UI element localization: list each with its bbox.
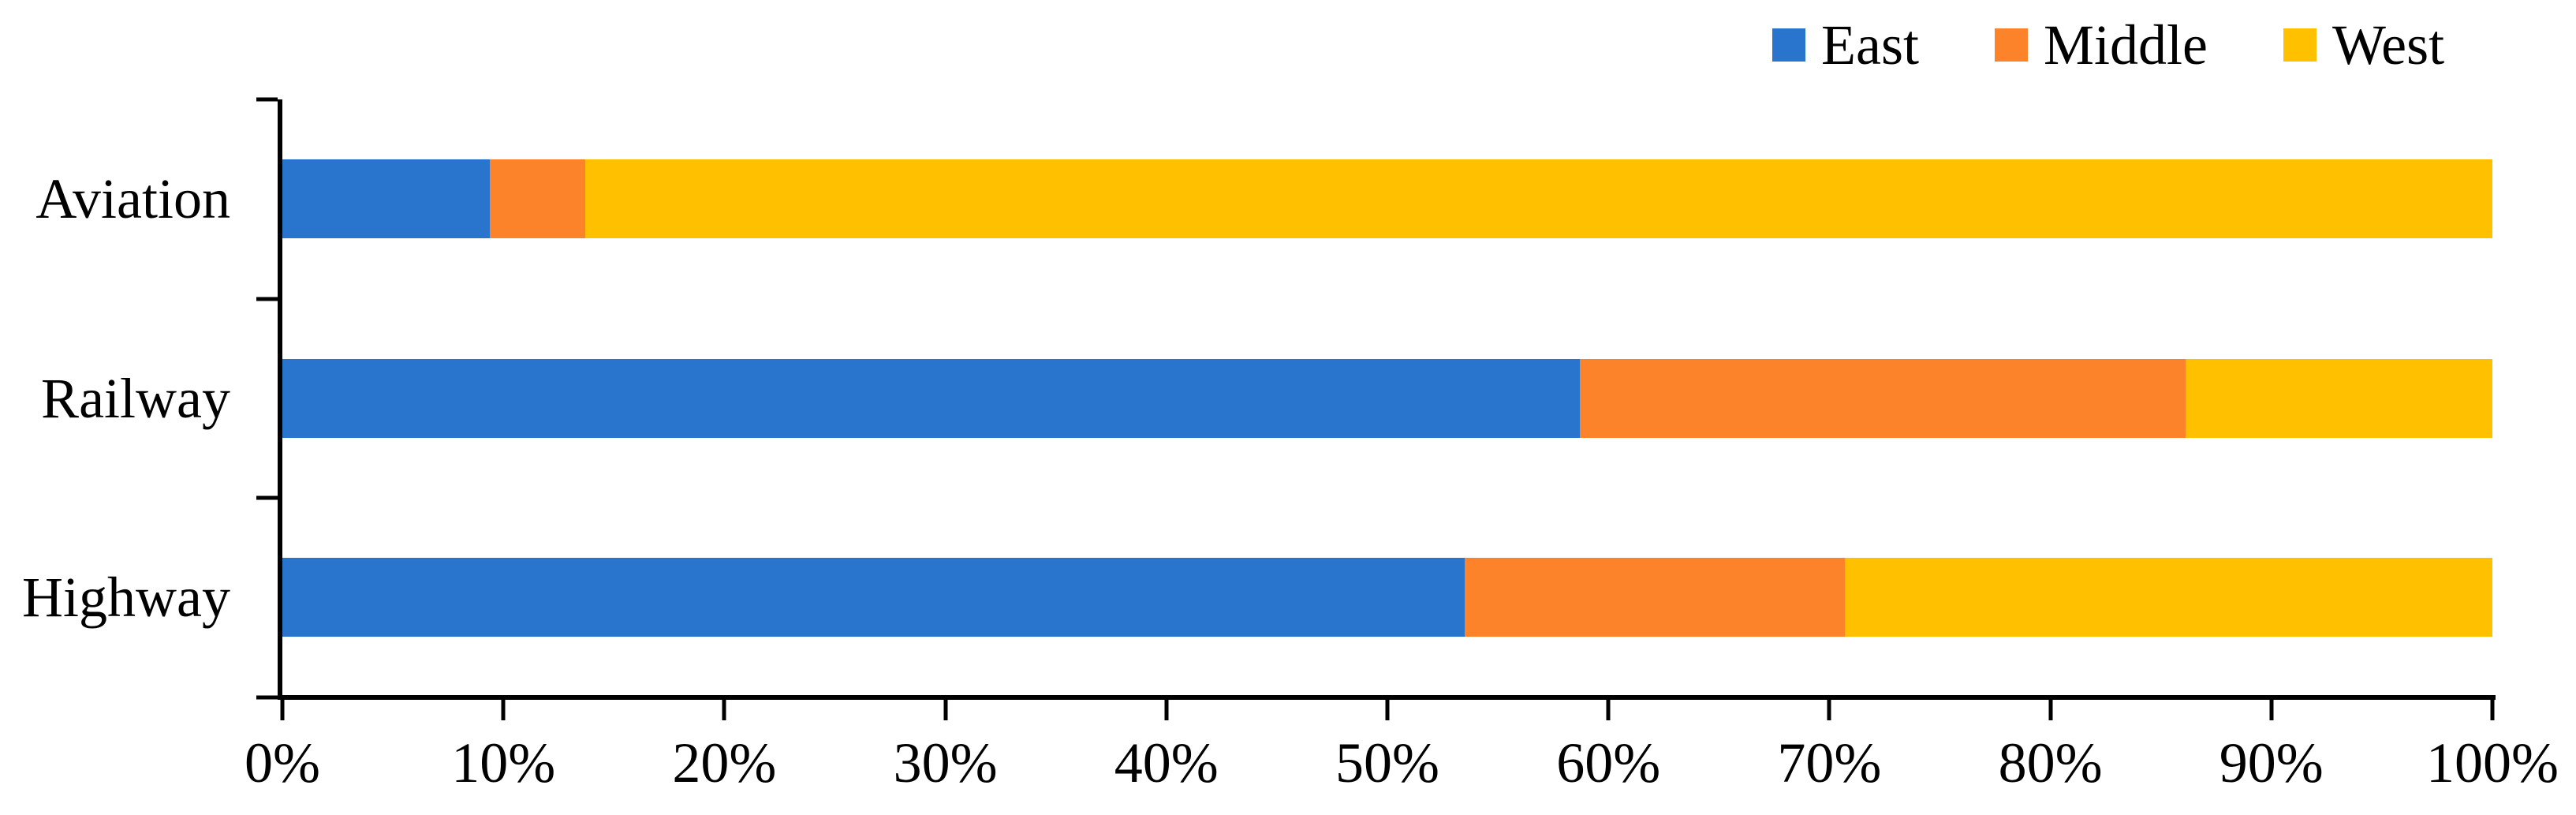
x-axis-label-70%: 70% <box>1777 731 1882 794</box>
legend-label-west: West <box>2331 13 2445 77</box>
x-axis-label-60%: 60% <box>1556 731 1661 794</box>
legend-item-west: West <box>2283 9 2444 80</box>
x-axis-label-40%: 40% <box>1114 731 1219 794</box>
x-axis-tick-30% <box>943 700 948 720</box>
x-axis-tick-90% <box>2269 700 2274 720</box>
bar-segment-aviation-west <box>584 159 2492 238</box>
bar-row-aviation <box>282 159 2492 238</box>
legend-swatch-middle-icon <box>1994 28 2028 62</box>
category-label-aviation: Aviation <box>35 167 230 230</box>
x-axis-tick-100% <box>2490 700 2495 720</box>
bar-segment-railway-east <box>282 358 1580 438</box>
y-axis-tick-2 <box>256 495 278 500</box>
y-axis-line <box>278 99 282 700</box>
x-axis-tick-70% <box>1827 700 1831 720</box>
x-axis-label-80%: 80% <box>1998 731 2103 794</box>
category-label-railway: Railway <box>41 366 230 430</box>
x-axis-line <box>278 695 2496 700</box>
bar-segment-highway-east <box>282 558 1465 637</box>
x-axis-tick-60% <box>1606 700 1611 720</box>
bar-row-railway <box>282 358 2492 438</box>
x-axis-label-0%: 0% <box>245 731 320 794</box>
legend-label-east: East <box>1821 13 1919 77</box>
y-axis-ticks <box>256 97 278 700</box>
x-axis-ticks <box>280 700 2495 720</box>
y-axis-tick-1 <box>256 297 278 301</box>
legend-swatch-east-icon <box>1772 28 1805 62</box>
x-axis-label-50%: 50% <box>1335 731 1439 794</box>
bar-segment-highway-middle <box>1465 558 1845 637</box>
x-axis-label-20%: 20% <box>672 731 777 794</box>
x-axis-label-10%: 10% <box>451 731 556 794</box>
x-axis-tick-20% <box>722 700 726 720</box>
bar-segment-aviation-east <box>282 159 491 238</box>
legend-item-middle: Middle <box>1994 9 2208 80</box>
legend-item-east: East <box>1772 9 1919 80</box>
x-axis-tick-40% <box>1164 700 1169 720</box>
legend-label-middle: Middle <box>2043 13 2208 77</box>
x-axis-tick-80% <box>2048 700 2053 720</box>
x-axis-label-100%: 100% <box>2426 731 2559 794</box>
category-label-highway: Highway <box>22 566 230 630</box>
y-axis-tick-3 <box>256 695 278 700</box>
bar-segment-railway-middle <box>1579 358 2186 438</box>
bar-segment-railway-west <box>2185 358 2492 438</box>
plot-area <box>282 99 2492 697</box>
bar-segment-aviation-middle <box>490 159 585 238</box>
x-axis-label-30%: 30% <box>893 731 998 794</box>
x-axis-tick-0% <box>280 700 285 720</box>
x-axis-tick-10% <box>501 700 506 720</box>
x-tick-labels: 0% 10% 20% 30% 40% 50% 60% 70% 80% 90% 100% <box>245 727 2559 806</box>
x-axis-label-90%: 90% <box>2219 731 2324 794</box>
legend-swatch-west-icon <box>2283 28 2317 62</box>
category-labels: Aviation Railway Highway <box>0 0 230 815</box>
y-axis-tick-0 <box>256 97 278 102</box>
x-axis-tick-50% <box>1385 700 1390 720</box>
legend: East Middle West <box>1772 9 2444 80</box>
bar-row-highway <box>282 558 2492 637</box>
bar-segment-highway-west <box>1845 558 2492 637</box>
